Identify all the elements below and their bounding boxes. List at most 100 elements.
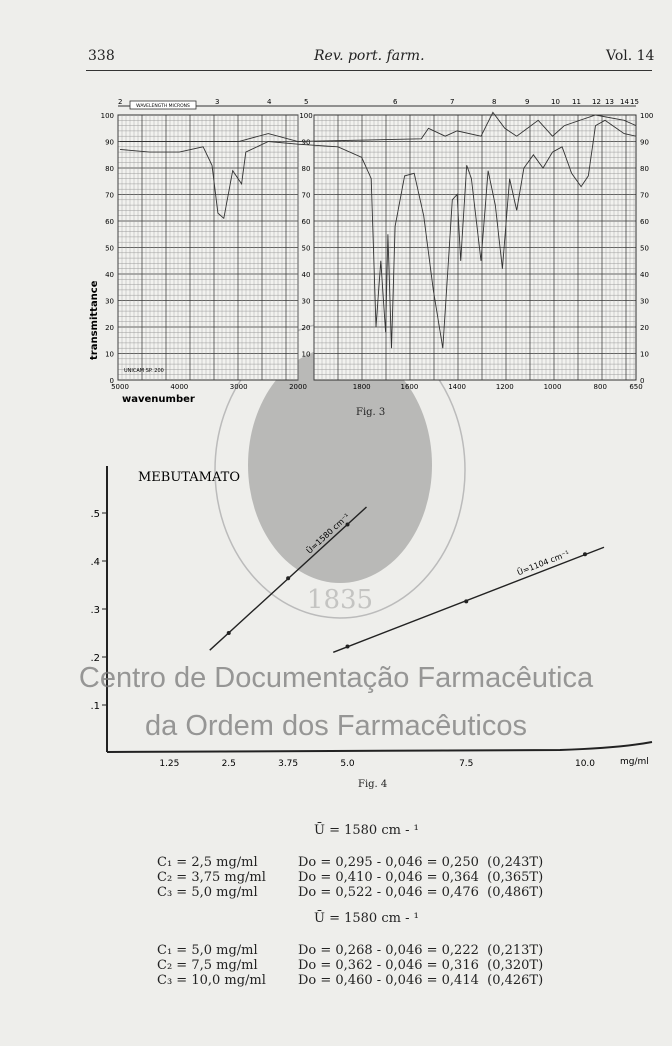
wavelength-tick: 3: [215, 98, 219, 106]
wavelength-tick: 2: [118, 98, 122, 106]
data-point: [226, 631, 231, 635]
x-tick-label: 1600: [400, 383, 418, 391]
x-tick-label: 5000: [111, 383, 129, 391]
y-tick-label: 20: [105, 324, 114, 332]
block2-title: Ū = 1580 cm - ¹: [314, 911, 419, 926]
wavelength-tick: 14: [620, 98, 629, 106]
y-tick-label: 60: [302, 218, 311, 226]
y-tick-label: .1: [90, 701, 100, 712]
wavelength-tick: 15: [630, 98, 639, 106]
y-axis-label: transmittance: [89, 280, 100, 360]
chart-title: MEBUTAMATO: [138, 470, 240, 485]
concentration: C₃ = 5,0 mg/ml: [157, 885, 258, 900]
x-tick-label: 1400: [448, 383, 466, 391]
x-tick-label: 650: [629, 383, 642, 391]
concentration: C₂ = 3,75 mg/ml: [157, 870, 266, 885]
y-tick-label: 20: [640, 324, 649, 332]
spectrum-trace: [120, 111, 637, 142]
x-tick-label: 3.75: [278, 759, 298, 769]
y-tick-label: 90: [640, 139, 649, 147]
y-tick-label: 80: [302, 165, 311, 173]
optical-density: Do = 0,268 - 0,046 = 0,222 (0,213T): [298, 943, 544, 958]
y-tick-label: 10: [105, 351, 114, 359]
data-point: [464, 599, 469, 604]
figure3-caption: Fig. 3: [356, 407, 386, 418]
optical-density: Do = 0,522 - 0,046 = 0,476 (0,486T): [298, 885, 544, 900]
page-number: 338: [88, 48, 115, 64]
y-tick-label: 40: [640, 271, 649, 279]
y-tick-label: 80: [105, 165, 114, 173]
figure4-caption: Fig. 4: [358, 779, 388, 790]
y-tick-label: .3: [90, 605, 100, 616]
y-tick-label: 60: [105, 218, 114, 226]
wavelength-tick: 6: [393, 98, 398, 106]
block1-title: Ū = 1580 cm - ¹: [314, 823, 419, 838]
y-tick-label: 10: [640, 351, 649, 359]
y-tick-label: 40: [105, 271, 114, 279]
wavelength-tick: 5: [304, 98, 308, 106]
instrument-label: UNICAM SP. 200: [124, 368, 164, 374]
x-tick-label: 2.5: [222, 759, 236, 769]
x-unit-label: mg/ml: [620, 757, 649, 767]
watermark-line1: Centro de Documentação Farmacêutica: [78, 662, 594, 694]
y-tick-label: 80: [640, 165, 649, 173]
wavelength-tick: 10: [551, 98, 560, 106]
y-tick-label: 30: [302, 298, 311, 306]
y-tick-label: 20: [302, 324, 311, 332]
y-tick-label: 90: [105, 139, 114, 147]
x-tick-label: 1.25: [159, 759, 179, 769]
y-tick-label: .4: [90, 557, 100, 568]
concentration: C₂ = 7,5 mg/ml: [157, 958, 258, 973]
y-tick-label: 0: [110, 377, 114, 385]
x-axis-label: wavenumber: [122, 394, 195, 405]
x-tick-label: 800: [594, 383, 607, 391]
y-tick-label: 30: [105, 298, 114, 306]
x-axis: [106, 741, 653, 753]
y-tick-label: 100: [299, 112, 312, 120]
x-tick-label: 3000: [230, 383, 248, 391]
y-tick-label: 100: [101, 112, 114, 120]
y-tick-label: 100: [640, 112, 653, 120]
y-tick-label: 70: [105, 192, 114, 200]
journal-title: Rev. port. farm.: [314, 48, 425, 64]
header-rule: [86, 70, 652, 71]
data-point: [583, 552, 587, 557]
optical-density: Do = 0,460 - 0,046 = 0,414 (0,426T): [298, 973, 544, 988]
y-tick-label: 30: [640, 298, 649, 306]
spectrum-trace: [119, 119, 637, 349]
x-tick-label: 1000: [544, 383, 562, 391]
svg-text:1835: 1835: [307, 585, 373, 615]
watermark-line2: da Ordem dos Farmacêuticos: [145, 710, 527, 742]
wavelength-tick: 7: [450, 98, 454, 106]
wavelength-tick: 9: [525, 98, 529, 106]
y-tick-label: 50: [105, 245, 114, 253]
wavelength-tick: 8: [492, 98, 496, 106]
data-point: [286, 576, 291, 581]
concentration: C₁ = 5,0 mg/ml: [157, 943, 258, 958]
data-point: [345, 522, 350, 527]
y-tick-label: 50: [640, 245, 649, 253]
volume: Vol. 14: [606, 48, 655, 64]
y-tick-label: 40: [302, 271, 311, 279]
wavelength-tick: 12: [592, 98, 601, 106]
concentration: C₃ = 10,0 mg/ml: [157, 973, 266, 988]
wavelength-tick: 13: [605, 98, 614, 106]
y-tick-label: 70: [302, 192, 311, 200]
wavelength-label: WAVELENGTH MICRONS: [136, 103, 190, 109]
x-tick-label: 4000: [170, 383, 188, 391]
x-tick-label: 1800: [353, 383, 371, 391]
y-tick-label: 0: [640, 377, 644, 385]
regression-line: [332, 546, 605, 653]
x-tick-label: 2000: [289, 383, 307, 391]
optical-density: Do = 0,410 - 0,046 = 0,364 (0,365T): [298, 870, 544, 885]
series-label: Ū=1580 cm⁻¹: [304, 511, 351, 556]
x-tick-label: 7.5: [459, 759, 473, 769]
y-tick-label: 90: [302, 139, 311, 147]
concentration: C₁ = 2,5 mg/ml: [157, 855, 258, 870]
wavelength-tick: 4: [267, 98, 272, 106]
data-point: [345, 644, 350, 649]
